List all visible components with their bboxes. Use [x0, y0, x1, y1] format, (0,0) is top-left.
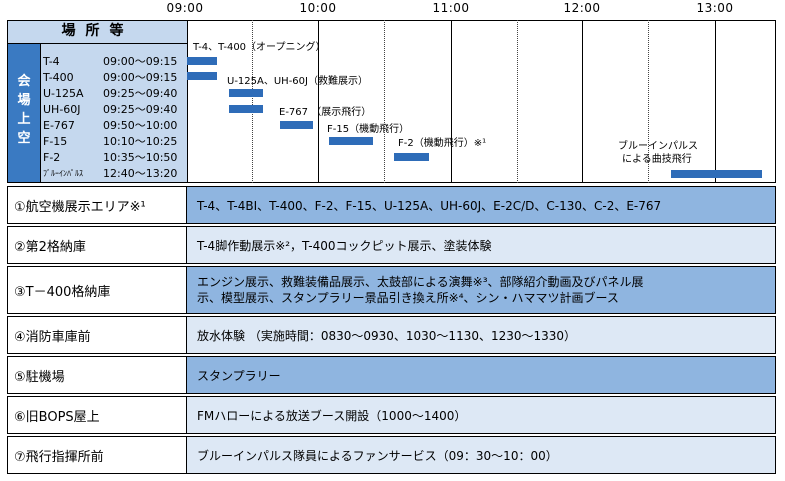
content-flight-command: ブルーインパルス隊員によるファンサービス（09：30～10：00） [186, 436, 776, 474]
place-t400-hangar: ③T－400格納庫 [7, 266, 187, 314]
aircraft-list [40, 43, 188, 183]
gridline-1030 [384, 20, 385, 183]
annot-opening: T-4、T-400（オープニング） [193, 42, 326, 53]
aircraft-name: UH-60J [43, 103, 81, 116]
gridline-1000 [318, 20, 319, 183]
aircraft-time: 09:50～10:00 [103, 119, 178, 132]
gridline-1100 [451, 20, 452, 183]
aircraft-name: E-767 [43, 119, 75, 132]
venue-char-3: 上 [17, 112, 31, 127]
gridline-1230 [648, 20, 649, 183]
place-header: 場所等 [7, 20, 188, 44]
aircraft-name: ﾌﾞﾙｰｲﾝﾊﾟﾙｽ [43, 169, 83, 178]
place-hangar-2: ②第2格納庫 [7, 226, 187, 264]
time-label-0900: 09:00 [166, 1, 204, 15]
venue-char-1: 会 [17, 74, 31, 89]
time-label-1000: 10:00 [299, 1, 337, 15]
content-old-bops-roof: FMハローによる放送ブース開設（1000～1400） [186, 396, 776, 434]
content-t400-hangar-line2: 示、模型展示、スタンプラリー景品引き換え所※⁴、シン・ハママツ計画ブース [197, 291, 619, 305]
aircraft-time: 10:10～10:25 [103, 135, 178, 148]
annot-f2: F-2（機動飛行）※¹ [398, 138, 487, 149]
time-label-1100: 11:00 [432, 1, 470, 15]
place-aircraft-display-area: ①航空機展示エリア※¹ [7, 186, 187, 224]
content-fire-station: 放水体験 （実施時間：0830～0930、1030～1130、1230～1330… [186, 316, 776, 354]
gridline-1130 [517, 20, 518, 183]
venue-airspace-label: 会 場 上 空 [7, 43, 41, 183]
bar-f15 [329, 137, 373, 145]
aircraft-name: T-400 [43, 71, 74, 84]
annot-blue-impulse-2: による曲技飛行 [622, 154, 692, 165]
annot-e767: E-767 （展示飛行） [279, 107, 372, 118]
content-apron: スタンプラリー [186, 356, 776, 394]
bar-u125a [229, 89, 263, 97]
aircraft-time: 09:25～09:40 [103, 103, 178, 116]
aircraft-name: U-125A [43, 87, 84, 100]
annot-rescue: U-125A、UH-60J（救難展示） [227, 76, 368, 87]
time-label-1300: 13:00 [696, 1, 734, 15]
bar-uh60j [229, 105, 263, 113]
gridline-0930 [252, 20, 253, 183]
aircraft-time: 10:35～10:50 [103, 151, 178, 164]
place-apron: ⑤駐機場 [7, 356, 187, 394]
content-t400-hangar: エンジン展示、救難装備品展示、太鼓部による演舞※³、部隊紹介動画及びパネル展 示… [186, 266, 776, 314]
content-aircraft-display-area: T-4、T-4BI、T-400、F-2、F-15、U-125A、UH-60J、E… [186, 186, 776, 224]
bar-t400 [187, 72, 217, 80]
bar-t4 [187, 57, 217, 65]
timeline-area [187, 20, 776, 183]
aircraft-name: F-2 [43, 151, 61, 164]
aircraft-time: 09:25～09:40 [103, 87, 178, 100]
venue-char-4: 空 [17, 131, 31, 146]
aircraft-time: 09:00～09:15 [103, 71, 178, 84]
aircraft-time: 12:40～13:20 [103, 167, 178, 180]
place-old-bops-roof: ⑥旧BOPS屋上 [7, 396, 187, 434]
bar-e767 [280, 121, 313, 129]
gridline-1300 [715, 20, 716, 183]
aircraft-name: T-4 [43, 55, 60, 68]
place-fire-station: ④消防車庫前 [7, 316, 187, 354]
gridline-1200 [582, 20, 583, 183]
aircraft-time: 09:00～09:15 [103, 55, 178, 68]
annot-blue-impulse-1: ブルーインパルス [618, 141, 698, 152]
venue-char-2: 場 [17, 93, 31, 108]
content-hangar-2: T-4脚作動展示※²，T-400コックピット展示、塗装体験 [186, 226, 776, 264]
bar-f2 [394, 153, 429, 161]
annot-f15: F-15（機動飛行） [327, 124, 410, 135]
aircraft-name: F-15 [43, 135, 68, 148]
place-flight-command: ⑦飛行指揮所前 [7, 436, 187, 474]
time-label-1200: 12:00 [563, 1, 601, 15]
bar-blue-impulse [671, 170, 762, 178]
content-t400-hangar-line1: エンジン展示、救難装備品展示、太鼓部による演舞※³、部隊紹介動画及びパネル展 [197, 275, 644, 289]
